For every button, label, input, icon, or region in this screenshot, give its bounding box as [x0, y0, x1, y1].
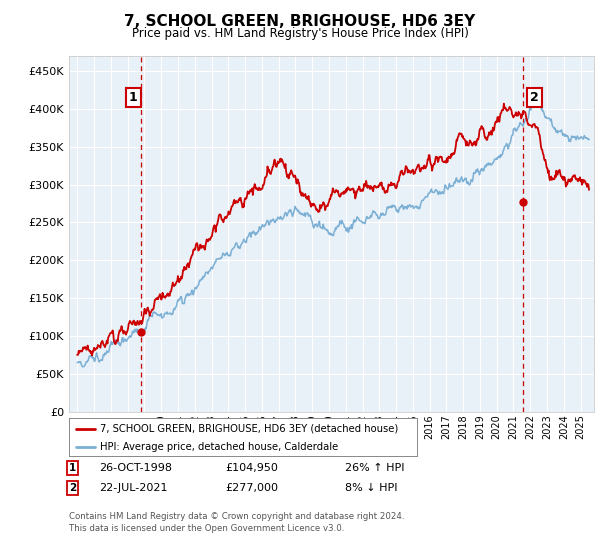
Text: 26-OCT-1998: 26-OCT-1998 [99, 463, 172, 473]
Text: HPI: Average price, detached house, Calderdale: HPI: Average price, detached house, Cald… [100, 442, 338, 452]
Text: 7, SCHOOL GREEN, BRIGHOUSE, HD6 3EY (detached house): 7, SCHOOL GREEN, BRIGHOUSE, HD6 3EY (det… [100, 424, 398, 434]
Text: 2: 2 [530, 91, 539, 104]
Text: 26% ↑ HPI: 26% ↑ HPI [345, 463, 404, 473]
Text: Price paid vs. HM Land Registry's House Price Index (HPI): Price paid vs. HM Land Registry's House … [131, 27, 469, 40]
Text: 1: 1 [128, 91, 137, 104]
Text: £104,950: £104,950 [225, 463, 278, 473]
Text: 7, SCHOOL GREEN, BRIGHOUSE, HD6 3EY: 7, SCHOOL GREEN, BRIGHOUSE, HD6 3EY [124, 14, 476, 29]
Text: 1: 1 [69, 463, 76, 473]
Text: 22-JUL-2021: 22-JUL-2021 [99, 483, 167, 493]
Text: 8% ↓ HPI: 8% ↓ HPI [345, 483, 398, 493]
Text: 2: 2 [69, 483, 76, 493]
Text: £277,000: £277,000 [225, 483, 278, 493]
Text: Contains HM Land Registry data © Crown copyright and database right 2024.
This d: Contains HM Land Registry data © Crown c… [69, 512, 404, 533]
